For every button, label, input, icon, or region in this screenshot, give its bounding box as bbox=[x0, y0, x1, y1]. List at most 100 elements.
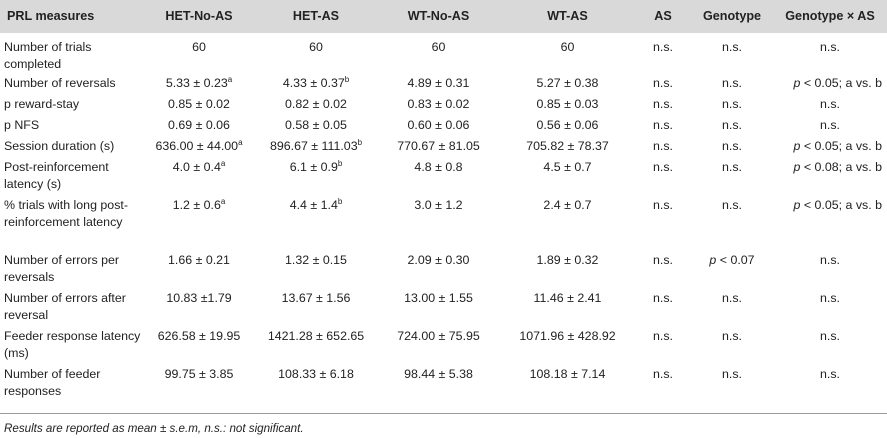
cell-value: 4.4 ± 1.4 bbox=[289, 198, 338, 212]
cell-as: n.s. bbox=[653, 139, 673, 153]
cell-het-no-as: 60 bbox=[192, 40, 206, 54]
cell-value: 5.33 ± 0.23 bbox=[165, 76, 228, 90]
cell-wt-no-as: 0.60 ± 0.06 bbox=[407, 118, 470, 132]
superscript-mark: b bbox=[344, 75, 350, 84]
row-measure-label: p NFS bbox=[4, 118, 40, 132]
cell-interaction: n.s. bbox=[820, 97, 840, 111]
cell-value: < 0.05; a vs. b bbox=[803, 139, 882, 153]
cell-wt-no-as: 2.09 ± 0.30 bbox=[407, 253, 470, 267]
cell-wt-no-as: 4.89 ± 0.31 bbox=[407, 76, 470, 90]
cell-genotype: n.s. bbox=[722, 329, 742, 343]
row-measure-label: Number of trials completed bbox=[4, 40, 92, 71]
table-row: Post-reinforcement latency (s) 4.0 ± 0.4… bbox=[0, 159, 887, 197]
header-prl-measures: PRL measures bbox=[7, 9, 95, 23]
cell-genotype: n.s. bbox=[722, 198, 742, 212]
table-row: Number of reversals 5.33 ± 0.23a 4.33 ± … bbox=[0, 75, 887, 96]
p-symbol: p bbox=[709, 253, 717, 267]
cell-value: 4.33 ± 0.37 bbox=[282, 76, 345, 90]
cell-interaction: p < 0.08; a vs. b bbox=[773, 159, 887, 197]
table-row: Session duration (s) 636.00 ± 44.00a 896… bbox=[0, 138, 887, 159]
cell-as: n.s. bbox=[653, 329, 673, 343]
cell-interaction: n.s. bbox=[820, 40, 840, 54]
cell-as: n.s. bbox=[653, 160, 673, 174]
cell-wt-as: 2.4 ± 0.7 bbox=[543, 198, 592, 212]
cell-het-as: 4.33 ± 0.37b bbox=[255, 75, 377, 96]
p-symbol: p bbox=[793, 139, 801, 153]
cell-het-as: 60 bbox=[309, 40, 323, 54]
superscript-mark: a bbox=[220, 159, 226, 168]
superscript-mark: b bbox=[357, 138, 363, 147]
table-bottom-rule bbox=[0, 413, 887, 414]
cell-wt-no-as: 0.83 ± 0.02 bbox=[407, 97, 470, 111]
cell-het-no-as: 636.00 ± 44.00a bbox=[143, 138, 255, 159]
row-measure-label: p reward-stay bbox=[4, 97, 80, 111]
superscript-mark: a bbox=[227, 75, 233, 84]
cell-genotype: n.s. bbox=[722, 97, 742, 111]
row-measure-label: Post-reinforcement latency (s) bbox=[4, 160, 109, 191]
cell-het-as: 6.1 ± 0.9b bbox=[255, 159, 377, 197]
cell-genotype: p < 0.07 bbox=[691, 252, 773, 290]
table-row: Number of errors per reversals 1.66 ± 0.… bbox=[0, 252, 887, 290]
cell-as: n.s. bbox=[653, 198, 673, 212]
cell-het-as: 0.58 ± 0.05 bbox=[285, 118, 347, 132]
cell-wt-no-as: 3.0 ± 1.2 bbox=[414, 198, 463, 212]
cell-wt-no-as: 4.8 ± 0.8 bbox=[414, 160, 463, 174]
table-row: Feeder response latency (ms) 626.58 ± 19… bbox=[0, 328, 887, 366]
cell-het-as: 1421.28 ± 652.65 bbox=[267, 329, 365, 343]
table-row: Number of feeder responses 99.75 ± 3.85 … bbox=[0, 366, 887, 404]
cell-het-no-as: 1.66 ± 0.21 bbox=[168, 253, 230, 267]
cell-genotype: n.s. bbox=[722, 367, 742, 381]
cell-value: < 0.07 bbox=[719, 253, 755, 267]
cell-interaction: n.s. bbox=[820, 118, 840, 132]
cell-wt-as: 5.27 ± 0.38 bbox=[536, 76, 599, 90]
cell-value: < 0.08; a vs. b bbox=[803, 160, 882, 174]
cell-value: 4.0 ± 0.4 bbox=[172, 160, 221, 174]
header-as: AS bbox=[654, 9, 672, 23]
cell-het-no-as: 10.83 ±1.79 bbox=[166, 291, 232, 305]
cell-wt-as: 11.46 ± 2.41 bbox=[533, 291, 602, 305]
cell-het-as: 1.32 ± 0.15 bbox=[285, 253, 347, 267]
cell-as: n.s. bbox=[653, 253, 673, 267]
cell-interaction: n.s. bbox=[820, 291, 840, 305]
row-measure-label: Number of feeder responses bbox=[4, 367, 101, 398]
cell-interaction: n.s. bbox=[820, 253, 840, 267]
cell-interaction: p < 0.05; a vs. b bbox=[773, 75, 887, 96]
cell-wt-no-as: 60 bbox=[431, 40, 446, 54]
row-measure-label: Feeder response latency (ms) bbox=[4, 329, 141, 360]
cell-value: 6.1 ± 0.9 bbox=[289, 160, 338, 174]
table-row: p reward-stay 0.85 ± 0.02 0.82 ± 0.02 0.… bbox=[0, 96, 887, 117]
cell-value: < 0.05; a vs. b bbox=[803, 76, 882, 90]
cell-wt-as: 0.56 ± 0.06 bbox=[536, 118, 599, 132]
cell-as: n.s. bbox=[653, 367, 673, 381]
cell-wt-as: 108.18 ± 7.14 bbox=[529, 367, 606, 381]
table-row: Number of trials completed 60 60 60 60 n… bbox=[0, 33, 887, 75]
cell-value: 1.2 ± 0.6 bbox=[172, 198, 221, 212]
cell-as: n.s. bbox=[653, 76, 673, 90]
cell-genotype: n.s. bbox=[722, 76, 742, 90]
table-footnote: Results are reported as mean ± s.e.m, n.… bbox=[4, 422, 304, 435]
p-symbol: p bbox=[793, 160, 801, 174]
cell-het-no-as: 4.0 ± 0.4a bbox=[143, 159, 255, 197]
cell-het-no-as: 99.75 ± 3.85 bbox=[164, 367, 234, 381]
p-symbol: p bbox=[793, 198, 801, 212]
row-measure-label: Number of errors per reversals bbox=[4, 253, 119, 284]
superscript-mark: a bbox=[220, 197, 226, 206]
superscript-mark: b bbox=[337, 159, 343, 168]
cell-het-no-as: 0.85 ± 0.02 bbox=[168, 97, 230, 111]
cell-interaction: p < 0.05; a vs. b bbox=[773, 138, 887, 159]
table-row: p NFS 0.69 ± 0.06 0.58 ± 0.05 0.60 ± 0.0… bbox=[0, 117, 887, 138]
cell-value: 636.00 ± 44.00 bbox=[155, 139, 239, 153]
cell-genotype: n.s. bbox=[722, 291, 742, 305]
superscript-mark: a bbox=[238, 138, 243, 147]
cell-het-as: 13.67 ± 1.56 bbox=[281, 291, 351, 305]
cell-wt-no-as: 13.00 ± 1.55 bbox=[404, 291, 473, 305]
cell-as: n.s. bbox=[653, 97, 673, 111]
cell-het-no-as: 5.33 ± 0.23a bbox=[143, 75, 255, 96]
header-het-no-as: HET-No-AS bbox=[165, 9, 233, 23]
cell-genotype: n.s. bbox=[722, 160, 742, 174]
cell-interaction: n.s. bbox=[820, 329, 840, 343]
cell-wt-as: 705.82 ± 78.37 bbox=[526, 139, 609, 153]
table-row: % trials with long post-reinforcement la… bbox=[0, 197, 887, 252]
cell-wt-as: 0.85 ± 0.03 bbox=[536, 97, 599, 111]
